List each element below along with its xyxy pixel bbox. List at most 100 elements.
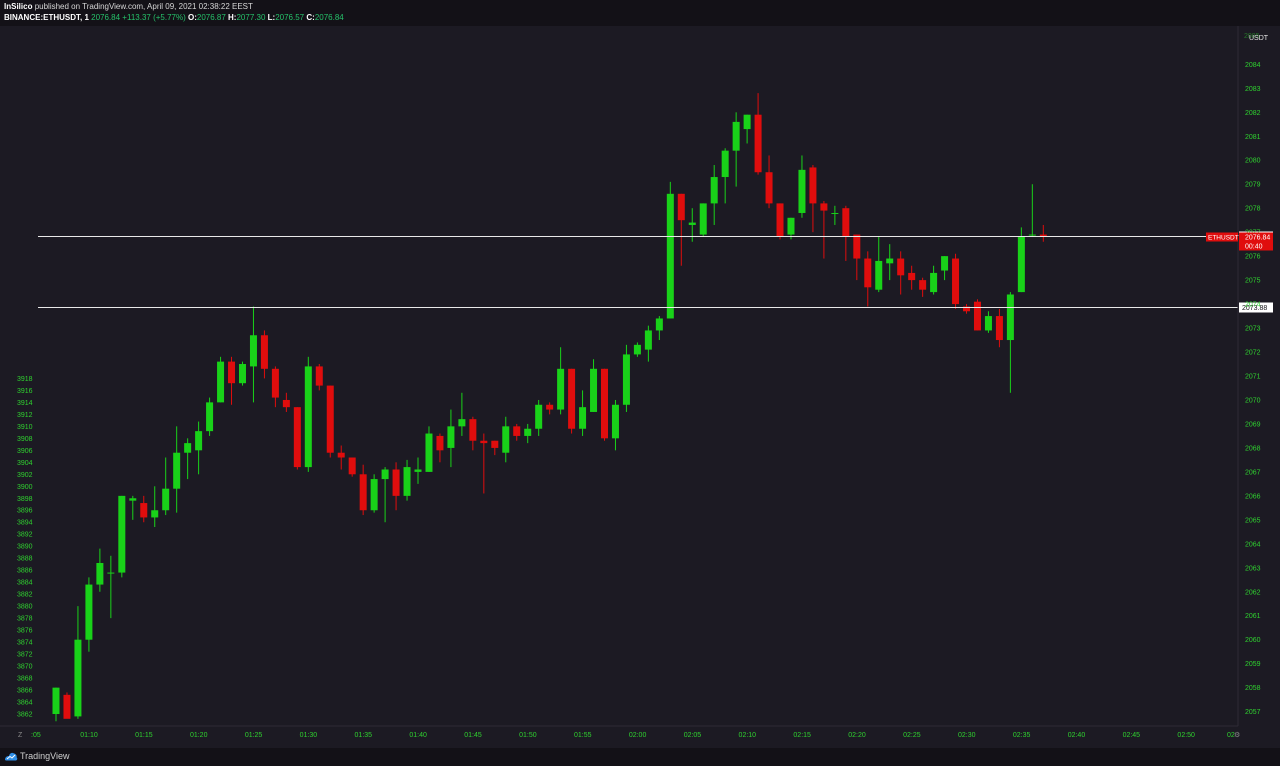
candle-0230[interactable] — [963, 304, 971, 314]
symbol-name[interactable]: BINANCE:ETHUSDT, 1 — [4, 13, 89, 22]
candle-0137[interactable] — [381, 467, 389, 523]
candle-0229[interactable] — [952, 253, 960, 309]
candle-0127[interactable] — [271, 366, 279, 408]
candle-0117[interactable] — [162, 457, 170, 516]
candle-0216[interactable] — [809, 165, 817, 233]
candle-0124[interactable] — [238, 361, 246, 386]
settings-icon[interactable]: ⚙ — [1234, 731, 1240, 739]
candle-0222[interactable] — [875, 236, 883, 293]
candle-0155[interactable] — [579, 390, 587, 436]
candle-0140[interactable] — [414, 457, 422, 484]
candle-0142[interactable] — [436, 433, 444, 463]
candle-0107[interactable] — [52, 687, 60, 722]
candle-0118[interactable] — [173, 426, 181, 513]
brand-name[interactable]: TradingView — [20, 751, 70, 761]
candle-0132[interactable] — [326, 385, 334, 458]
candle-0123[interactable] — [228, 356, 236, 405]
time-axis[interactable]: 01:10 01:15 01:20 01:25 01:30 01:35 01:40 01:45… — [80, 732, 1195, 739]
candle-0141[interactable] — [425, 426, 433, 472]
candle-0130[interactable] — [304, 356, 312, 472]
candle-0218[interactable] — [831, 205, 839, 225]
candle-0125[interactable] — [249, 306, 257, 403]
candle-0110[interactable] — [85, 577, 93, 652]
candle-0232[interactable] — [984, 311, 992, 333]
candle-0213[interactable] — [776, 203, 784, 240]
candle-0131[interactable] — [315, 364, 323, 391]
candle-0108[interactable] — [63, 692, 71, 719]
tradingview-logo-icon[interactable] — [4, 751, 18, 763]
candle-0128[interactable] — [282, 392, 290, 412]
candle-0202[interactable] — [655, 316, 663, 341]
candle-0223[interactable] — [886, 244, 894, 281]
candle-0144[interactable] — [458, 392, 466, 436]
auto-scale-button[interactable]: Z — [18, 732, 23, 739]
candle-0224[interactable] — [897, 251, 905, 295]
candle-0136[interactable] — [370, 474, 378, 513]
candle-0135[interactable] — [359, 464, 367, 516]
candle-0150[interactable] — [524, 423, 532, 444]
candle-0214[interactable] — [787, 217, 795, 240]
candle-0111[interactable] — [96, 548, 104, 592]
candle-0116[interactable] — [151, 486, 159, 528]
candle-0219[interactable] — [842, 205, 850, 261]
candle-0225[interactable] — [908, 265, 916, 290]
candle-0152[interactable] — [546, 402, 554, 415]
candle-0122[interactable] — [217, 356, 225, 403]
candle-0159[interactable] — [622, 344, 630, 412]
candle-0126[interactable] — [260, 330, 268, 379]
candle-0227[interactable] — [930, 265, 938, 295]
candle-0201[interactable] — [644, 325, 652, 362]
candle-0147[interactable] — [491, 440, 499, 456]
candle-0143[interactable] — [447, 409, 455, 468]
candle-0112[interactable] — [107, 555, 115, 619]
candle-0157[interactable] — [601, 368, 608, 441]
candle-0237[interactable] — [1039, 224, 1047, 242]
candle-0206[interactable] — [699, 203, 707, 237]
candle-0120[interactable] — [195, 421, 203, 475]
candle-0221[interactable] — [864, 251, 872, 307]
candle-0217[interactable] — [820, 201, 828, 259]
candle-0209[interactable] — [732, 112, 740, 187]
right-price-axis[interactable]: 2057 2058 2059 2060 2061 2062 2063 2064 2065 2066… — [1245, 62, 1261, 716]
candle-0207[interactable] — [710, 165, 718, 225]
candle-0154[interactable] — [568, 368, 576, 434]
candle-0210[interactable] — [743, 114, 751, 144]
candle-0158[interactable] — [611, 399, 619, 451]
candle-0146[interactable] — [480, 433, 488, 494]
candle-0212[interactable] — [765, 155, 773, 209]
candle-0134[interactable] — [348, 457, 356, 477]
candle-0204[interactable] — [677, 193, 685, 266]
candle-0121[interactable] — [206, 397, 214, 436]
candle-0151[interactable] — [535, 399, 543, 436]
candlestick-chart[interactable]: 2076.852073.88 3862386438663868387038723… — [0, 26, 1280, 748]
candle-0109[interactable] — [74, 606, 82, 719]
candle-0234[interactable] — [1006, 292, 1014, 393]
candle-0115[interactable] — [140, 495, 148, 523]
candle-0133[interactable] — [337, 445, 345, 470]
candle-0156[interactable] — [590, 359, 598, 412]
candle-0148[interactable] — [502, 416, 510, 463]
candle-0231[interactable] — [973, 299, 981, 331]
candle-0149[interactable] — [513, 423, 521, 441]
candle-0129[interactable] — [293, 407, 301, 470]
candle-0226[interactable] — [919, 277, 927, 297]
candle-0203[interactable] — [666, 181, 674, 319]
candle-0211[interactable] — [754, 93, 762, 175]
currency-label[interactable]: USDT — [1249, 35, 1269, 42]
candle-0138[interactable] — [392, 462, 400, 511]
candle-0153[interactable] — [557, 347, 565, 415]
candle-0236[interactable] — [1028, 184, 1036, 237]
candle-0233[interactable] — [995, 308, 1003, 348]
candle-0220[interactable] — [853, 234, 861, 281]
author-name[interactable]: InSilico — [4, 2, 33, 11]
candle-0235[interactable] — [1017, 227, 1025, 293]
candle-0208[interactable] — [721, 148, 729, 204]
candle-0228[interactable] — [941, 256, 949, 281]
candle-0145[interactable] — [469, 416, 477, 451]
candle-0200[interactable] — [633, 342, 641, 357]
candle-0119[interactable] — [184, 438, 192, 480]
candle-0139[interactable] — [403, 459, 411, 501]
candle-0114[interactable] — [129, 495, 137, 520]
left-price-axis[interactable]: 3862 3864 3866 3868 3870 3872 3874 3876 3878 3880… — [17, 376, 33, 719]
candle-0113[interactable] — [118, 495, 126, 578]
